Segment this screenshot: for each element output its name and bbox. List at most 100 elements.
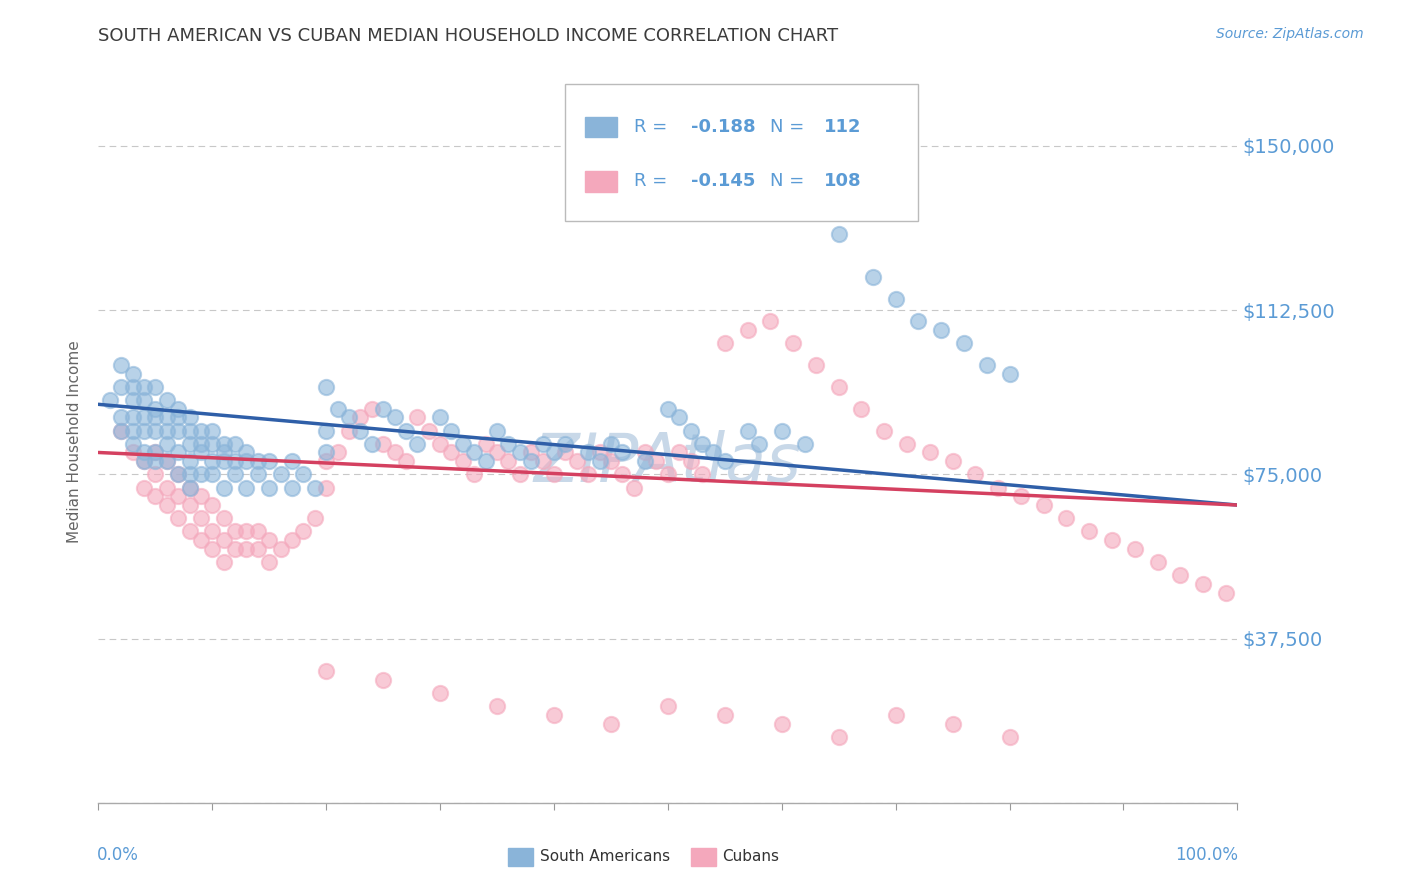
Point — [360, 401, 382, 416]
Point — [588, 445, 610, 459]
Point — [770, 424, 793, 438]
Point — [246, 454, 269, 468]
Point — [451, 454, 474, 468]
Point — [98, 392, 121, 407]
Point — [395, 424, 418, 438]
Point — [190, 436, 212, 450]
Point — [645, 454, 668, 468]
Point — [349, 410, 371, 425]
Point — [576, 467, 599, 482]
Point — [156, 436, 179, 450]
Point — [714, 708, 737, 723]
Point — [246, 467, 269, 482]
Point — [1146, 555, 1168, 569]
Point — [235, 445, 257, 459]
Point — [145, 445, 167, 459]
Point — [929, 323, 952, 337]
Point — [371, 401, 394, 416]
Point — [259, 481, 281, 495]
Point — [110, 380, 132, 394]
Point — [509, 445, 531, 459]
Point — [132, 481, 155, 495]
Point — [145, 454, 167, 468]
Point — [520, 445, 543, 459]
Point — [531, 436, 554, 450]
Point — [281, 533, 304, 547]
Point — [315, 665, 337, 679]
Point — [554, 436, 576, 450]
Point — [224, 436, 246, 450]
Point — [190, 467, 212, 482]
Point — [782, 336, 804, 351]
Point — [201, 541, 224, 556]
Point — [679, 454, 702, 468]
Point — [623, 481, 645, 495]
Point — [531, 454, 554, 468]
Point — [668, 410, 690, 425]
Point — [190, 424, 212, 438]
Point — [737, 323, 759, 337]
Point — [1032, 498, 1054, 512]
Point — [201, 524, 224, 539]
Point — [418, 424, 440, 438]
Point — [828, 380, 851, 394]
Point — [451, 436, 474, 450]
Point — [145, 489, 167, 503]
Point — [942, 454, 965, 468]
Point — [145, 467, 167, 482]
Point — [132, 445, 155, 459]
Point — [770, 717, 793, 731]
Point — [156, 454, 179, 468]
Point — [828, 227, 851, 241]
Y-axis label: Median Household Income: Median Household Income — [67, 340, 83, 543]
Point — [212, 533, 235, 547]
Point — [918, 445, 941, 459]
Point — [304, 511, 326, 525]
Text: Cubans: Cubans — [723, 849, 779, 864]
Point — [429, 686, 451, 700]
FancyBboxPatch shape — [565, 84, 918, 221]
Point — [281, 481, 304, 495]
Point — [907, 314, 929, 328]
Point — [1056, 511, 1078, 525]
Point — [201, 454, 224, 468]
Point — [167, 410, 190, 425]
Point — [998, 367, 1021, 381]
Point — [201, 467, 224, 482]
Point — [190, 533, 212, 547]
Point — [167, 511, 190, 525]
Point — [884, 708, 907, 723]
Point — [212, 481, 235, 495]
Point — [486, 699, 509, 714]
Point — [145, 380, 167, 394]
Point — [862, 270, 884, 285]
Point — [896, 436, 918, 450]
Point — [406, 410, 429, 425]
Point — [132, 380, 155, 394]
Point — [132, 454, 155, 468]
Point — [953, 336, 976, 351]
Point — [1192, 577, 1215, 591]
Point — [463, 467, 485, 482]
Point — [349, 424, 371, 438]
Point — [486, 424, 509, 438]
Point — [793, 436, 815, 450]
Point — [246, 541, 269, 556]
Point — [486, 445, 509, 459]
Point — [976, 358, 998, 372]
Point — [554, 445, 576, 459]
Point — [179, 481, 201, 495]
Text: N =: N = — [770, 119, 810, 136]
Point — [395, 454, 418, 468]
Point — [1170, 568, 1192, 582]
Point — [292, 467, 315, 482]
Point — [145, 445, 167, 459]
Point — [167, 467, 190, 482]
Point — [690, 467, 713, 482]
Point — [600, 436, 623, 450]
Point — [588, 454, 610, 468]
Point — [259, 533, 281, 547]
Point — [224, 524, 246, 539]
Point — [235, 454, 257, 468]
Point — [942, 717, 965, 731]
